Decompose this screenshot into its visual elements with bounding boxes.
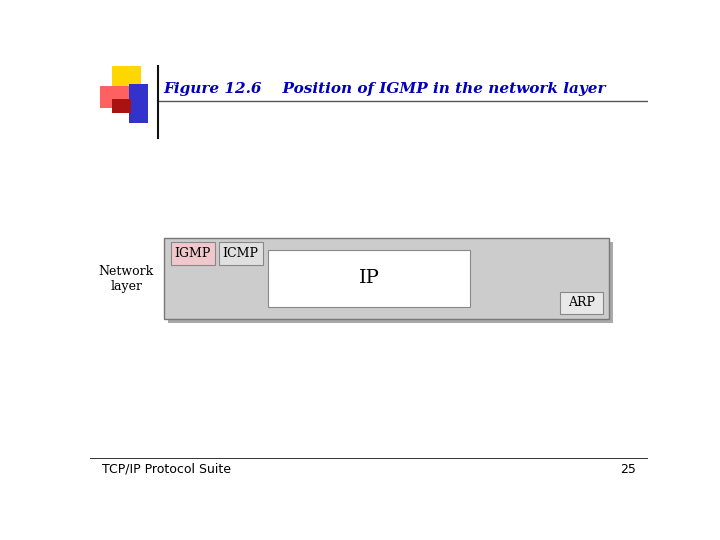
Text: TCP/IP Protocol Suite: TCP/IP Protocol Suite: [102, 463, 230, 476]
Bar: [560, 292, 603, 314]
Bar: [219, 242, 263, 265]
Text: Network
layer: Network layer: [99, 265, 154, 293]
Text: ARP: ARP: [568, 296, 595, 309]
Text: IP: IP: [359, 269, 379, 287]
Text: IGMP: IGMP: [174, 247, 211, 260]
Bar: [112, 66, 141, 94]
Bar: [163, 238, 609, 319]
Bar: [171, 242, 215, 265]
Bar: [129, 84, 148, 123]
Text: 25: 25: [621, 463, 636, 476]
Bar: [112, 99, 131, 113]
Text: Figure 12.6    Position of IGMP in the network layer: Figure 12.6 Position of IGMP in the netw…: [163, 82, 606, 96]
Bar: [269, 249, 469, 307]
Bar: [168, 242, 613, 323]
Bar: [100, 86, 130, 108]
Text: ICMP: ICMP: [222, 247, 258, 260]
